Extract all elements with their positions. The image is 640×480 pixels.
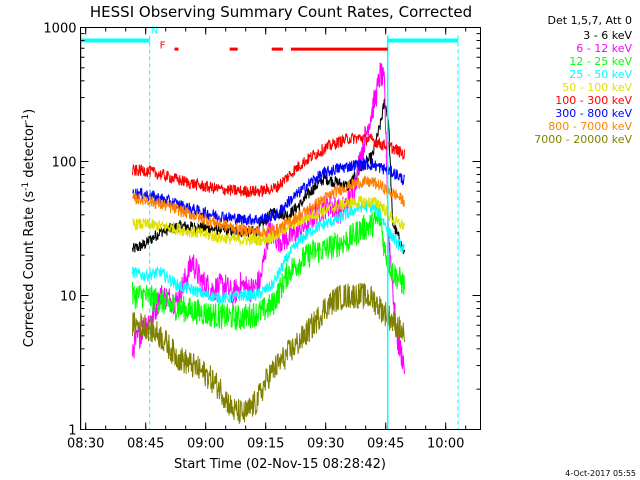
y-tick-label-4: 1000 bbox=[43, 22, 76, 37]
x-tick-label-6: 09:45 bbox=[367, 437, 404, 452]
axes-layer: 08:30 08:45 09:00 09:15 09:30 09:45 10:00 1 10 10… bbox=[43, 22, 481, 452]
legend-entry-6: 100 - 300 keV bbox=[555, 94, 632, 107]
y-tick-label-1: 1 bbox=[68, 424, 76, 439]
x-tick-label-2: 08:45 bbox=[127, 437, 164, 452]
y-axis-label: Corrected Count Rate (s-1 detector-1) bbox=[21, 109, 37, 347]
y-axis-label-sup1: -1 bbox=[21, 182, 31, 191]
y-axis-label-mid: detector bbox=[22, 122, 37, 182]
plot-frame bbox=[80, 27, 481, 430]
legend-entry-5: 50 - 100 keV bbox=[562, 81, 632, 94]
flag-f-label: F bbox=[160, 40, 166, 51]
x-tick-label-1: 08:30 bbox=[67, 437, 104, 452]
legend-entry-8: 800 - 7000 keV bbox=[548, 120, 632, 133]
x-tick-label-7: 10:00 bbox=[427, 437, 464, 452]
series-line-3 bbox=[132, 208, 405, 331]
y-tick-label-2: 10 bbox=[60, 290, 77, 305]
x-tick-label-3: 09:00 bbox=[187, 437, 224, 452]
legend-entry-9: 7000 - 20000 keV bbox=[534, 133, 632, 146]
series-line-4 bbox=[132, 199, 405, 306]
legend-entry-4: 25 - 50 keV bbox=[569, 68, 632, 81]
y-axis-label-sup2: -1 bbox=[21, 114, 31, 123]
series-line-6 bbox=[132, 132, 405, 199]
flag-n-label: N bbox=[151, 26, 158, 37]
legend-entry-7: 300 - 800 keV bbox=[555, 107, 632, 120]
legend-entry-2: 6 - 12 keV bbox=[576, 42, 632, 55]
legend-entry-1: 3 - 6 keV bbox=[583, 29, 632, 42]
footer-date: 4-Oct-2017 05:55 bbox=[565, 469, 636, 478]
series-line-9 bbox=[132, 282, 405, 424]
y-axis-label-main: Corrected Count Rate (s bbox=[22, 191, 37, 348]
legend-header: Det 1,5,7, Att 0 bbox=[548, 14, 632, 27]
y-tick-label-3: 100 bbox=[52, 156, 77, 171]
plot-layer: NF bbox=[80, 26, 459, 430]
chart-title: HESSI Observing Summary Count Rates, Cor… bbox=[90, 3, 472, 21]
series-line-5 bbox=[132, 195, 405, 246]
x-tick-label-4: 09:15 bbox=[247, 437, 284, 452]
x-axis-label: Start Time (02-Nov-15 08:28:42) bbox=[174, 457, 386, 472]
series-line-8 bbox=[132, 176, 405, 238]
x-tick-label-5: 09:30 bbox=[307, 437, 344, 452]
y-axis-label-end: ) bbox=[22, 109, 37, 114]
legend-entry-3: 12 - 25 keV bbox=[569, 55, 632, 68]
